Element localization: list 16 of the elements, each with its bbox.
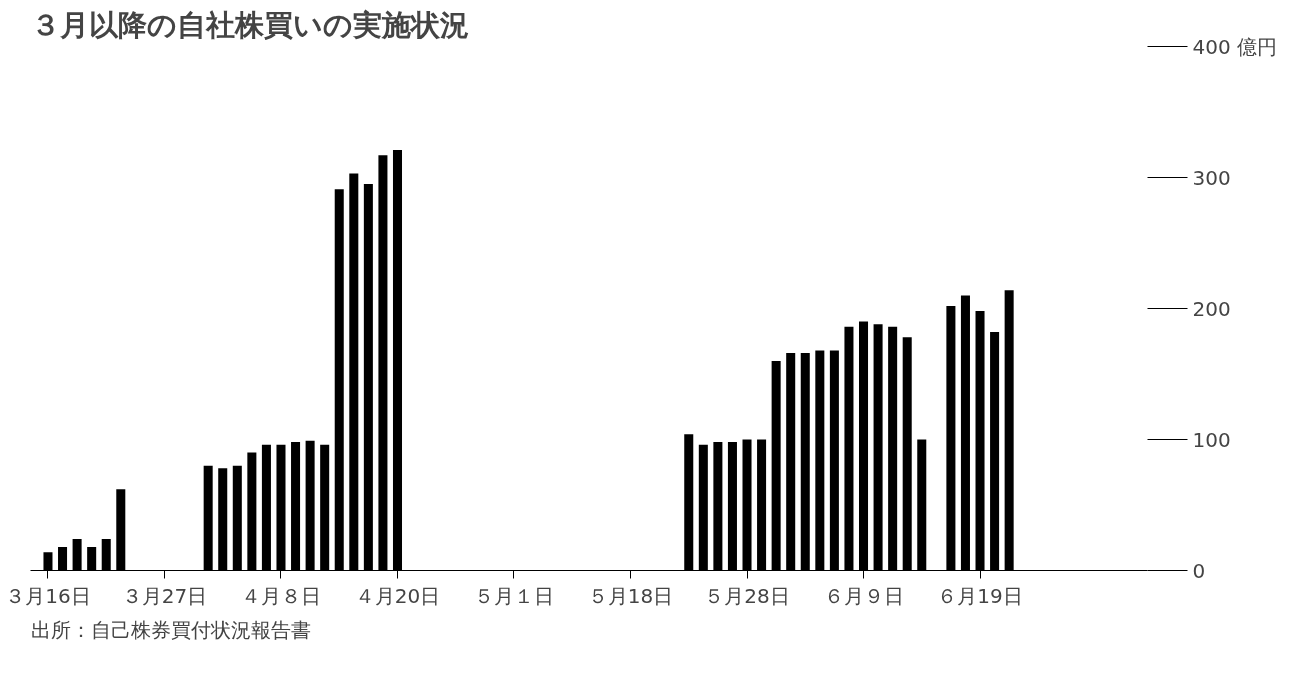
x-tick-label: ６月19日 — [937, 583, 1023, 608]
x-tick-label: ３月16日 — [5, 583, 91, 608]
y-tick-label: 200 — [1192, 296, 1231, 321]
x-tick-label: ５月28日 — [704, 583, 790, 608]
x-tick-label: ３月27日 — [121, 583, 208, 608]
x-tick-label: ５月１日 — [474, 583, 554, 608]
y-tick-label: 300 — [1192, 165, 1231, 190]
y-tick-label: 0 — [1192, 558, 1206, 583]
x-tick-label: ４月20日 — [354, 583, 441, 608]
x-tick-label: ６月９日 — [823, 583, 904, 608]
x-tick-label: ４月８日 — [240, 583, 321, 608]
y-tick-label: 100 — [1192, 427, 1231, 452]
chart-title: ３月以降の自社株買いの実施状況 — [30, 7, 469, 42]
y-tick-label: 400 億円 — [1192, 34, 1278, 59]
x-tick-label: ５月18日 — [587, 583, 674, 608]
text: 出所：自己株券買付状況報告書 — [30, 617, 311, 642]
